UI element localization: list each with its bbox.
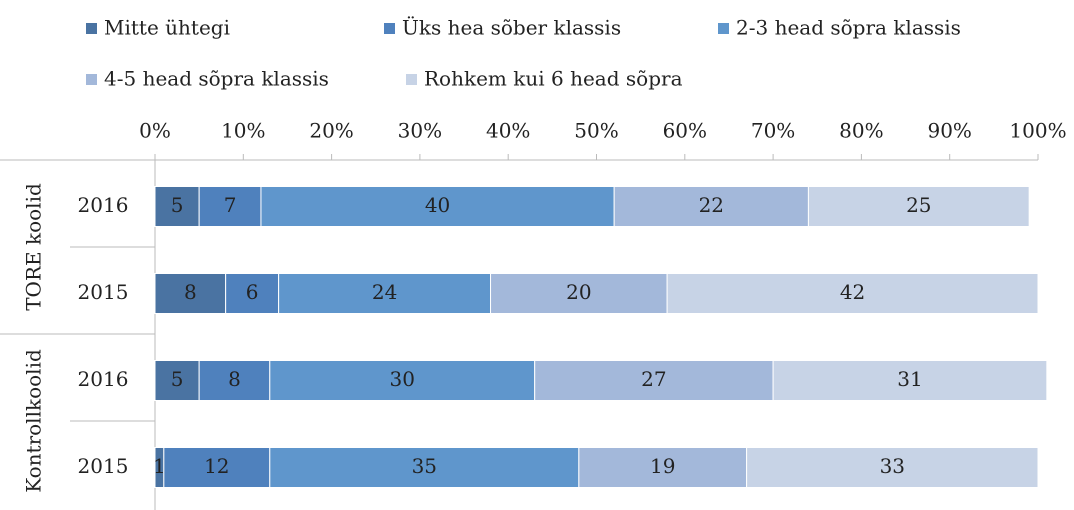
bar-segment (260, 186, 615, 227)
data-label: 8 (184, 280, 197, 304)
data-label: 20 (566, 280, 591, 304)
data-label: 5 (171, 193, 184, 217)
bar-segment (807, 186, 1030, 227)
bar-segment (746, 447, 1039, 488)
bar-segment (578, 447, 748, 488)
data-label: 19 (650, 454, 675, 478)
bar-segment (225, 273, 280, 314)
data-label: 8 (228, 367, 241, 391)
data-label: 1 (153, 454, 166, 478)
data-label: 6 (246, 280, 259, 304)
data-label: 12 (204, 454, 229, 478)
x-tick-label: 40% (486, 119, 530, 143)
bar-segment (534, 360, 774, 401)
data-label: 40 (425, 193, 450, 217)
legend-swatch (384, 23, 395, 34)
x-tick-label: 70% (751, 119, 795, 143)
bar-segment (269, 447, 580, 488)
x-tick-label: 20% (309, 119, 353, 143)
bar-segment (666, 273, 1039, 314)
legend-label: Mitte ühtegi (104, 16, 230, 40)
data-label: 42 (840, 280, 865, 304)
legend-label: 2-3 head sõpra klassis (736, 16, 961, 40)
data-label: 33 (880, 454, 905, 478)
bar-segment (269, 360, 536, 401)
data-label: 25 (906, 193, 931, 217)
x-tick-label: 80% (839, 119, 883, 143)
legend-swatch (406, 74, 417, 85)
category-label: 2016 (78, 193, 129, 217)
category-label: 2015 (78, 280, 129, 304)
data-label: 5 (171, 367, 184, 391)
data-label: 24 (372, 280, 397, 304)
group-label: Kontrollkoolid (22, 349, 46, 493)
bar-segment (154, 360, 200, 401)
category-label: 2016 (78, 367, 129, 391)
data-label: 22 (699, 193, 724, 217)
legend-label: Üks hea sõber klassis (402, 15, 621, 40)
x-tick-label: 50% (574, 119, 618, 143)
legend-swatch (718, 23, 729, 34)
x-tick-label: 60% (663, 119, 707, 143)
bar-segment (163, 447, 271, 488)
data-label: 27 (641, 367, 666, 391)
group-label: TORE koolid (22, 183, 46, 311)
x-tick-label: 100% (1009, 119, 1066, 143)
bar-segment (772, 360, 1048, 401)
x-tick-label: 90% (927, 119, 971, 143)
bar-segment (198, 360, 271, 401)
x-tick-label: 0% (139, 119, 171, 143)
data-label: 35 (412, 454, 437, 478)
data-label: 30 (390, 367, 415, 391)
category-label: 2015 (78, 454, 129, 478)
bar-segment (278, 273, 492, 314)
x-tick-label: 30% (398, 119, 442, 143)
data-label: 31 (897, 367, 922, 391)
bar-segment (490, 273, 668, 314)
x-tick-label: 10% (221, 119, 265, 143)
data-label: 7 (224, 193, 237, 217)
legend-swatch (86, 74, 97, 85)
legend-swatch (86, 23, 97, 34)
bar-segment (154, 273, 227, 314)
legend-label: Rohkem kui 6 head sõpra (424, 67, 683, 91)
legend-label: 4-5 head sõpra klassis (104, 67, 329, 91)
